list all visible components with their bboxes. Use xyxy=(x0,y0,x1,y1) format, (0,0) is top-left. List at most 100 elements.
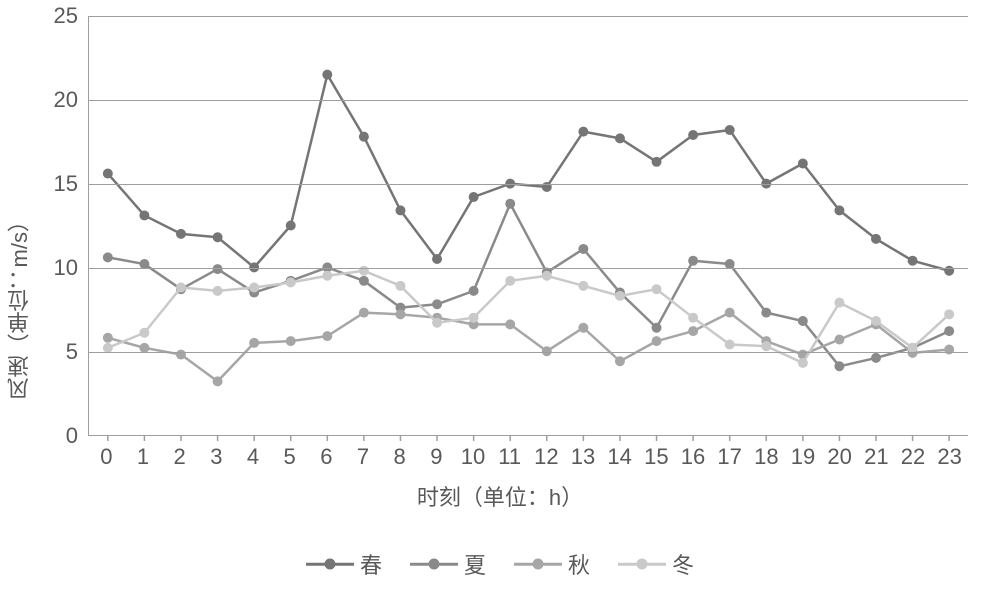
x-tick-label: 3 xyxy=(210,444,222,470)
x-tick-label: 21 xyxy=(864,444,888,470)
series-marker-summer xyxy=(652,323,662,333)
series-marker-autumn xyxy=(249,338,259,348)
legend-item-spring: 春 xyxy=(306,548,382,580)
x-tick-label: 10 xyxy=(461,444,485,470)
x-tick-label: 22 xyxy=(901,444,925,470)
legend: 春夏秋冬 xyxy=(0,548,1000,580)
legend-item-winter: 冬 xyxy=(618,548,694,580)
y-tick-label: 25 xyxy=(38,3,78,29)
series-marker-spring xyxy=(286,221,296,231)
series-line-summer xyxy=(108,204,949,367)
series-line-spring xyxy=(108,75,949,271)
series-marker-autumn xyxy=(652,336,662,346)
series-marker-winter xyxy=(688,313,698,323)
series-line-winter xyxy=(108,271,949,363)
legend-swatch-winter xyxy=(618,557,666,571)
series-marker-summer xyxy=(944,326,954,336)
series-marker-autumn xyxy=(322,331,332,341)
series-marker-summer xyxy=(688,256,698,266)
series-marker-winter xyxy=(615,291,625,301)
x-tick-label: 12 xyxy=(534,444,558,470)
series-marker-winter xyxy=(286,277,296,287)
series-marker-autumn xyxy=(725,308,735,318)
series-marker-winter xyxy=(139,328,149,338)
series-marker-spring xyxy=(176,229,186,239)
series-marker-autumn xyxy=(103,333,113,343)
series-marker-spring xyxy=(834,205,844,215)
x-tick-label: 8 xyxy=(394,444,406,470)
x-tick-label: 0 xyxy=(100,444,112,470)
series-marker-autumn xyxy=(286,336,296,346)
series-marker-winter xyxy=(652,284,662,294)
series-marker-winter xyxy=(469,313,479,323)
series-marker-summer xyxy=(213,264,223,274)
series-marker-autumn xyxy=(505,319,515,329)
series-marker-summer xyxy=(432,299,442,309)
plot-area xyxy=(88,16,968,436)
x-tick-label: 18 xyxy=(754,444,778,470)
x-axis-label: 时刻（单位：h） xyxy=(0,480,1000,512)
legend-swatch-summer xyxy=(410,557,458,571)
series-marker-winter xyxy=(761,341,771,351)
x-tick-label: 14 xyxy=(607,444,631,470)
x-tick-label: 6 xyxy=(320,444,332,470)
series-marker-winter xyxy=(213,286,223,296)
x-axis-ticks: 01234567891011121314151617181920212223 xyxy=(88,444,968,474)
series-marker-autumn xyxy=(359,308,369,318)
x-tick-label: 1 xyxy=(137,444,149,470)
series-marker-winter xyxy=(944,309,954,319)
series-marker-autumn xyxy=(688,326,698,336)
series-marker-autumn xyxy=(578,323,588,333)
x-tick-label: 11 xyxy=(498,444,521,470)
y-tick-label: 0 xyxy=(38,423,78,449)
gridline xyxy=(89,16,968,17)
series-marker-winter xyxy=(834,298,844,308)
legend-label: 夏 xyxy=(464,548,486,580)
series-marker-winter xyxy=(871,316,881,326)
series-marker-spring xyxy=(615,133,625,143)
series-marker-autumn xyxy=(944,345,954,355)
x-tick-label: 17 xyxy=(717,444,741,470)
series-marker-autumn xyxy=(834,334,844,344)
series-marker-winter xyxy=(432,318,442,328)
series-marker-spring xyxy=(725,125,735,135)
x-tick-label: 7 xyxy=(357,444,369,470)
legend-label: 冬 xyxy=(672,548,694,580)
x-tick-label: 15 xyxy=(644,444,668,470)
series-marker-winter xyxy=(578,281,588,291)
legend-item-summer: 夏 xyxy=(410,548,486,580)
gridline xyxy=(89,352,968,353)
series-marker-spring xyxy=(103,169,113,179)
legend-item-autumn: 秋 xyxy=(514,548,590,580)
series-marker-summer xyxy=(469,286,479,296)
series-marker-spring xyxy=(871,234,881,244)
series-marker-winter xyxy=(322,271,332,281)
series-marker-spring xyxy=(395,205,405,215)
x-tick-label: 4 xyxy=(247,444,259,470)
series-marker-winter xyxy=(395,281,405,291)
series-marker-spring xyxy=(213,232,223,242)
x-tick-label: 20 xyxy=(827,444,851,470)
x-tick-label: 9 xyxy=(430,444,442,470)
series-marker-spring xyxy=(908,256,918,266)
series-marker-spring xyxy=(322,70,332,80)
x-tick-label: 2 xyxy=(174,444,186,470)
y-tick-label: 15 xyxy=(38,171,78,197)
series-marker-summer xyxy=(871,353,881,363)
series-marker-winter xyxy=(176,283,186,293)
plot-svg xyxy=(89,16,968,435)
series-marker-winter xyxy=(505,276,515,286)
series-marker-winter xyxy=(725,340,735,350)
legend-swatch-autumn xyxy=(514,557,562,571)
legend-label: 春 xyxy=(360,548,382,580)
series-marker-summer xyxy=(359,276,369,286)
series-marker-summer xyxy=(103,252,113,262)
series-marker-summer xyxy=(578,244,588,254)
legend-label: 秋 xyxy=(568,548,590,580)
gridline xyxy=(89,268,968,269)
series-line-autumn xyxy=(108,313,949,382)
series-marker-summer xyxy=(761,308,771,318)
gridline xyxy=(89,184,968,185)
x-tick-label: 19 xyxy=(791,444,815,470)
series-marker-autumn xyxy=(213,376,223,386)
